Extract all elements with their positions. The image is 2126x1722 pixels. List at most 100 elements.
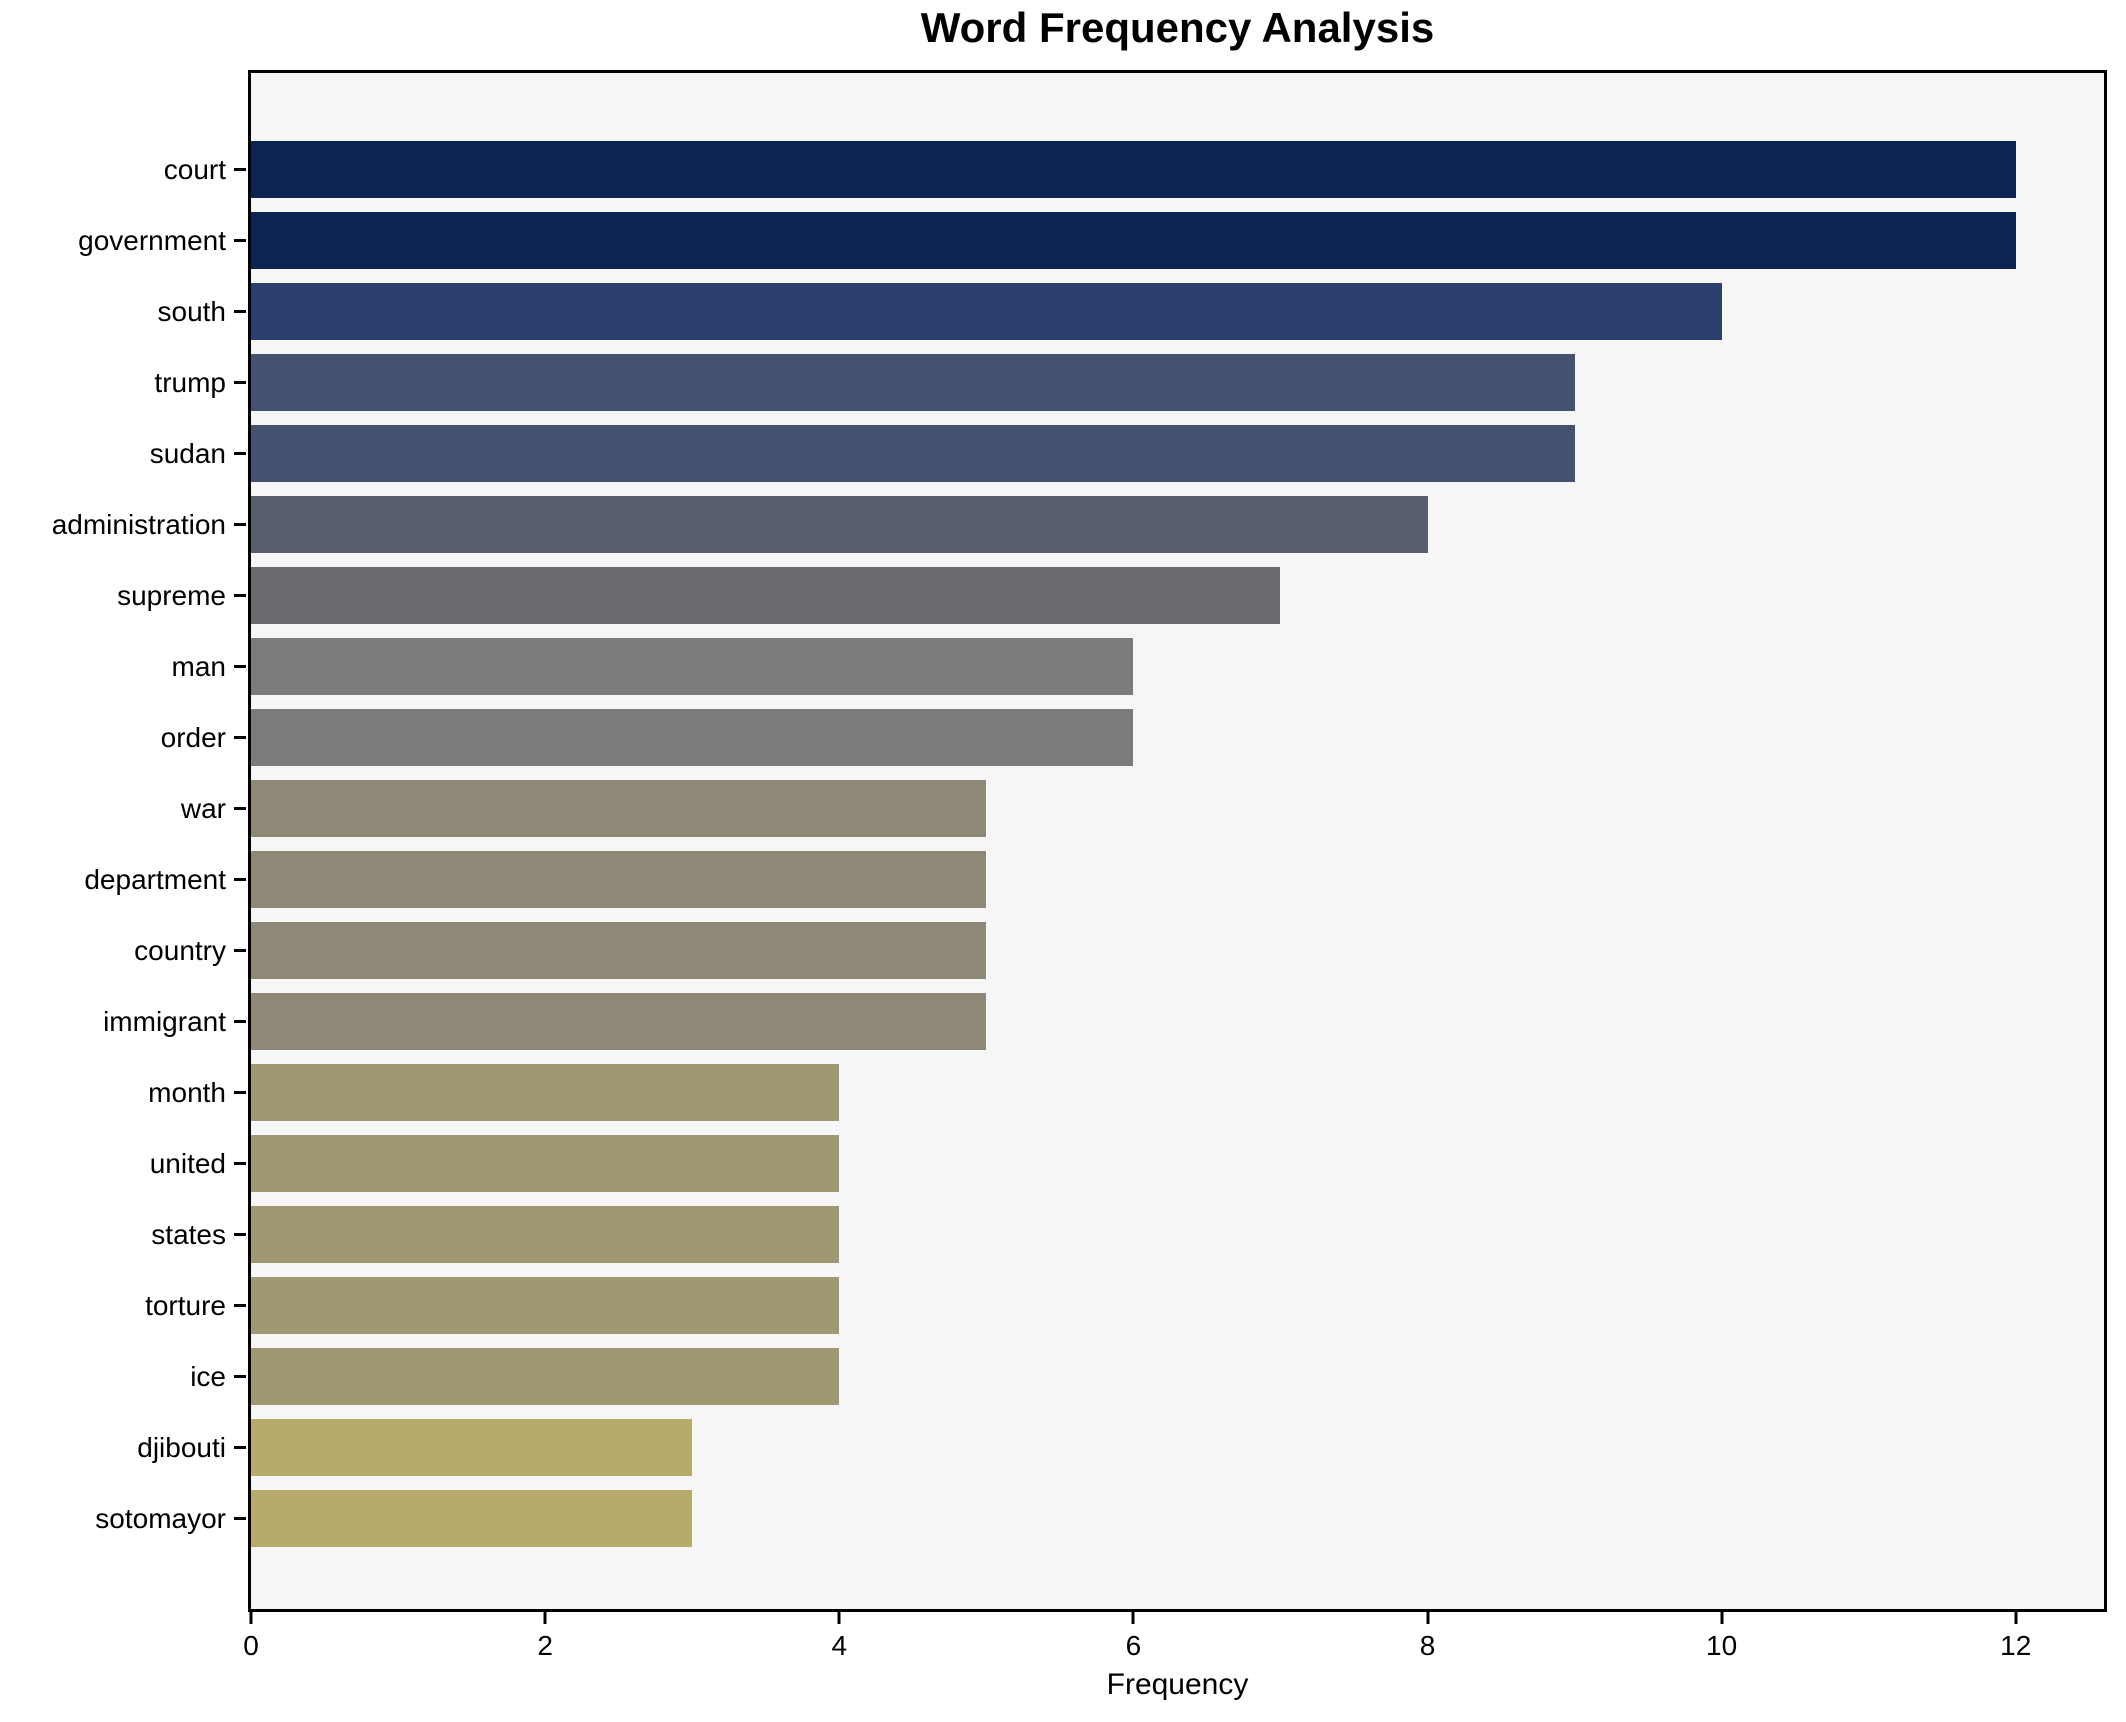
bar-row [251,631,2104,702]
y-tick-label-sotomayor: sotomayor [95,1502,226,1534]
y-tick-label-man: man [171,650,226,682]
x-tick-mark [249,1612,253,1624]
y-tick-mark [234,665,246,668]
y-tick-label-south: south [157,295,227,327]
y-tick-label-trump: trump [154,366,226,398]
chart-title: Word Frequency Analysis [920,4,1435,51]
frequency-bar-administration [251,496,1428,553]
x-tick-mark [1131,1612,1135,1624]
y-tick-mark [234,381,246,384]
y-tick-mark [234,1304,246,1307]
frequency-bar-court [251,141,2016,198]
y-tick-label-administration: administration [51,508,226,540]
x-tick-mark [837,1612,841,1624]
x-tick-label-6: 6 [1125,1630,1142,1661]
bar-row [251,560,2104,631]
x-tick-label-2: 2 [537,1630,553,1661]
frequency-bar-sudan [251,425,1575,482]
frequency-bar-sotomayor [251,1490,693,1547]
y-tick-mark [234,310,246,313]
y-tick-label-torture: torture [145,1289,226,1321]
frequency-bar-trump [251,354,1575,411]
frequency-bar-states [251,1206,840,1263]
y-tick-label-djibouti: djibouti [137,1431,226,1463]
y-tick-label-supreme: supreme [117,579,226,611]
x-tick-label-8: 8 [1419,1630,1436,1661]
frequency-bar-ice [251,1348,840,1405]
bar-row [251,134,2104,205]
y-tick-label-united: united [149,1147,226,1179]
y-tick-label-court: court [163,153,226,185]
frequency-bar-department [251,851,987,908]
x-axis: 0 2 4 6 8 10 12 [243,1612,2104,1672]
x-tick-label-0: 0 [243,1630,259,1661]
x-tick-label-10: 10 [1706,1630,1738,1661]
y-tick-mark [234,736,246,739]
bar-row [251,1128,2104,1199]
y-tick-mark [234,1020,246,1023]
y-tick-mark [234,523,246,526]
y-tick-label-sudan: sudan [149,437,226,469]
y-tick-mark [234,1162,246,1165]
frequency-bar-man [251,638,1134,695]
bar-row [251,702,2104,773]
x-tick-mark [1426,1612,1429,1624]
y-tick-mark [234,949,246,952]
y-tick-mark [234,239,246,242]
y-tick-label-states: states [151,1218,226,1250]
y-tick-label-immigrant: immigrant [103,1005,226,1037]
bar-row [251,347,2104,418]
y-tick-mark [234,452,246,455]
frequency-bar-order [251,709,1134,766]
y-tick-mark [234,1091,246,1094]
x-tick-mark [1720,1612,1724,1624]
plot-area [248,70,2107,1612]
y-tick-mark [234,168,246,171]
bar-row [251,1412,2104,1483]
bar-row [251,1057,2104,1128]
y-tick-mark [234,1233,246,1236]
y-tick-mark [234,1517,246,1520]
bar-row [251,1270,2104,1341]
x-tick-label-12: 12 [2000,1630,2032,1661]
y-tick-label-month: month [148,1076,226,1108]
frequency-bar-south [251,283,1722,340]
y-tick-mark [234,1446,246,1449]
y-tick-label-government: government [78,224,226,256]
frequency-bar-djibouti [251,1419,693,1476]
bar-row [251,276,2104,347]
bar-row [251,915,2104,986]
bar-row [251,1341,2104,1412]
frequency-bar-supreme [251,567,1281,624]
bar-row [251,844,2104,915]
y-tick-label-country: country [134,934,226,966]
frequency-bar-torture [251,1277,840,1334]
x-tick-mark [2014,1612,2018,1624]
bars-container [251,73,2104,1609]
frequency-bar-immigrant [251,993,987,1050]
frequency-bar-month [251,1064,840,1121]
bar-row [251,1483,2104,1554]
bar-row [251,773,2104,844]
x-tick-label-4: 4 [831,1630,848,1661]
frequency-bar-government [251,212,2016,269]
y-tick-label-ice: ice [190,1360,226,1392]
y-tick-mark [234,1375,246,1378]
bar-row [251,205,2104,276]
frequency-bar-united [251,1135,840,1192]
y-tick-mark [234,594,246,597]
bar-row [251,986,2104,1057]
frequency-bar-country [251,922,987,979]
bar-row [251,1199,2104,1270]
frequency-bar-war [251,780,987,837]
x-axis-label: Frequency [1106,1668,1249,1701]
y-tick-mark [234,878,246,881]
y-tick-label-department: department [84,863,226,895]
bar-row [251,418,2104,489]
y-tick-label-war: war [180,792,226,824]
y-tick-mark [234,807,246,810]
bar-row [251,489,2104,560]
y-tick-label-order: order [160,721,226,753]
x-tick-mark [543,1612,547,1624]
